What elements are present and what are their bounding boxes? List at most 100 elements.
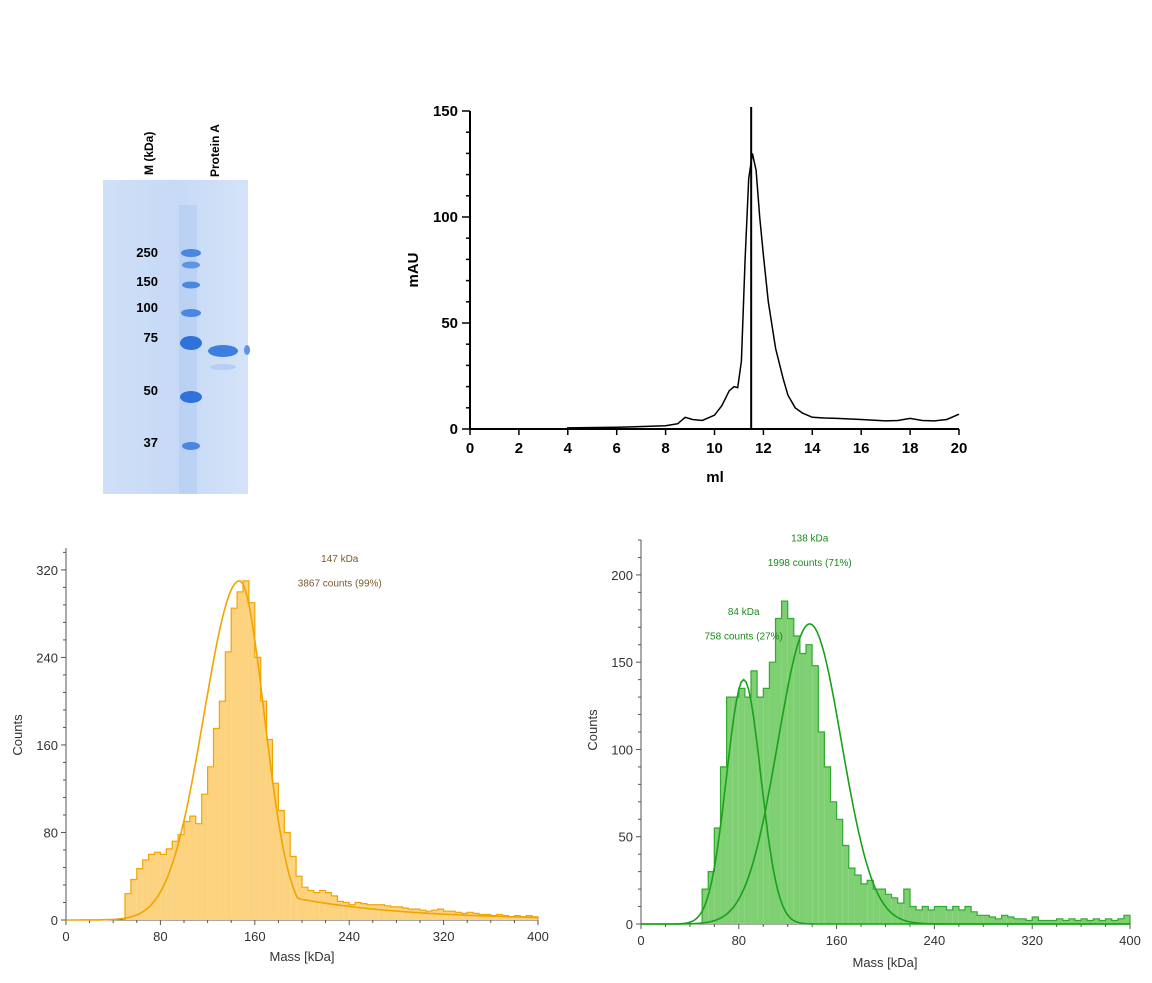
mp2-histogram-bar bbox=[799, 653, 807, 924]
mp2-histogram-bar bbox=[793, 636, 800, 924]
mp2-x-tick-label: 80 bbox=[732, 933, 746, 948]
mp2-histogram-bar bbox=[1105, 918, 1112, 924]
mp2-histogram-outline bbox=[701, 600, 1131, 925]
sec-chromatogram: 0 50 100 150 0 2 4 6 8 10 12 14 16 18 20 ml mAU bbox=[390, 95, 990, 495]
mp2-marks: 0 50 100 150 200 0 80 160 240 320 400 84 kDa 758 cou… bbox=[611, 534, 1141, 948]
protein-a-faint-band bbox=[210, 364, 236, 370]
sec-x-tick-label: 16 bbox=[853, 440, 870, 457]
mp1-histogram-bar bbox=[154, 852, 161, 920]
mp1-histogram-bar bbox=[390, 906, 397, 920]
mp2-histogram-bar bbox=[873, 889, 880, 924]
mp1-histogram-bar bbox=[532, 916, 538, 920]
mp1-histogram-bar bbox=[366, 904, 373, 920]
mass-photometry-histogram-2: 0 50 100 150 200 0 80 160 240 320 400 84 kDa 758 cou… bbox=[575, 530, 1152, 975]
mp1-histogram-bar bbox=[178, 834, 184, 920]
lane-header-protein-a: Protein A bbox=[208, 124, 222, 177]
mp2-histogram-bar bbox=[977, 915, 984, 924]
mp1-histogram-bar bbox=[213, 728, 220, 920]
mp1-histogram-bar bbox=[278, 810, 285, 920]
mp2-histogram-bar bbox=[916, 910, 923, 924]
mp1-histogram-bar bbox=[166, 848, 173, 920]
mp2-y-tick-label: 0 bbox=[626, 917, 633, 932]
mp2-histogram-bar bbox=[867, 880, 874, 924]
marker-label-75: 75 bbox=[144, 330, 158, 345]
mp1-x-axis-label: Mass [kDa] bbox=[269, 949, 334, 964]
mp2-histogram-bar bbox=[1068, 918, 1075, 924]
sec-x-tick-label: 4 bbox=[564, 440, 573, 457]
marker-label-50: 50 bbox=[144, 383, 158, 398]
mp2-histogram-bar bbox=[1019, 918, 1027, 924]
mp1-annotation: 147 kDa bbox=[321, 554, 359, 565]
mp1-histogram-bar bbox=[343, 902, 350, 920]
mp2-histogram-bar bbox=[1093, 918, 1100, 924]
sec-x-tick-label: 18 bbox=[902, 440, 919, 457]
mp2-histogram-bar bbox=[1044, 920, 1051, 924]
mp2-histogram-bar bbox=[1081, 918, 1088, 924]
mp2-histogram-bar bbox=[946, 910, 953, 924]
mp1-x-tick-label: 0 bbox=[62, 929, 69, 944]
mp1-histogram-bar bbox=[425, 911, 432, 920]
mp1-x-tick-label: 160 bbox=[244, 929, 266, 944]
mp2-histogram-bar bbox=[812, 665, 819, 924]
mp1-histogram-bar bbox=[443, 911, 450, 920]
mp2-histogram-bar bbox=[934, 906, 941, 924]
sec-trace-line bbox=[470, 153, 960, 430]
mp2-histogram-bar bbox=[1001, 915, 1008, 924]
mp1-histogram-bar bbox=[207, 766, 214, 920]
mp1-histogram-bar bbox=[302, 887, 308, 920]
marker-band-150 bbox=[182, 281, 200, 289]
mp2-histogram-bar bbox=[891, 897, 898, 924]
sec-x-tick-label: 8 bbox=[661, 440, 669, 457]
mp1-x-tick-label: 320 bbox=[433, 929, 455, 944]
mp1-histogram-bar bbox=[243, 580, 249, 920]
mp2-histogram-bar bbox=[738, 688, 745, 924]
sec-y-tick-label: 100 bbox=[433, 209, 458, 226]
mp2-histogram-bar bbox=[757, 697, 764, 924]
mp2-histogram-bar bbox=[806, 644, 813, 924]
mp1-histogram-bar bbox=[225, 651, 232, 920]
mp1-histogram-bar bbox=[254, 657, 261, 920]
mp2-histogram-bar bbox=[781, 601, 788, 924]
marker-label-37: 37 bbox=[144, 435, 158, 450]
sds-page-gel: M (kDa) Protein A 250 150 100 75 50 37 bbox=[95, 105, 265, 500]
sec-x-tick-label: 6 bbox=[613, 440, 621, 457]
sec-y-axis-label: mAU bbox=[405, 252, 422, 287]
sec-x-tick-label: 10 bbox=[706, 440, 723, 457]
mp1-histogram-bar bbox=[349, 904, 356, 920]
mp2-histogram-bar bbox=[1123, 915, 1130, 924]
sec-y-tick-label: 50 bbox=[441, 315, 458, 332]
mp1-histogram-bar bbox=[195, 823, 202, 920]
mp2-histogram-bar bbox=[824, 766, 831, 924]
gel-svg: M (kDa) Protein A 250 150 100 75 50 37 bbox=[103, 124, 250, 494]
mp2-histogram-bar bbox=[1032, 917, 1039, 924]
edge-band bbox=[244, 345, 250, 355]
mp2-histogram-bar bbox=[751, 670, 758, 924]
marker-bands bbox=[180, 249, 202, 450]
mp2-histogram-bar bbox=[989, 917, 996, 924]
mp2-histogram-bar bbox=[787, 618, 794, 924]
mp2-histogram-bar bbox=[714, 828, 721, 924]
mp2-histogram-bar bbox=[995, 918, 1002, 924]
sec-x-tick-label: 12 bbox=[755, 440, 772, 457]
mp1-histogram-bar bbox=[355, 902, 361, 920]
marker-band-50 bbox=[180, 391, 202, 403]
marker-band-37 bbox=[182, 442, 200, 450]
mp1-histogram-bar bbox=[219, 701, 226, 920]
mp2-histogram-bar bbox=[1111, 920, 1118, 924]
mp1-histogram-bar bbox=[201, 794, 208, 920]
mp1-histogram-bar bbox=[266, 739, 273, 920]
mp2-y-tick-label: 100 bbox=[611, 742, 633, 757]
mp2-histogram-bar bbox=[983, 915, 990, 924]
sec-x-tick-label: 14 bbox=[804, 440, 821, 457]
mp2-y-tick-label: 150 bbox=[611, 655, 633, 670]
protein-a-band bbox=[208, 345, 238, 357]
mp1-histogram-bar bbox=[337, 901, 344, 920]
mp2-y-axis-label: Counts bbox=[585, 709, 600, 751]
mp1-chart-svg: 0 80 160 240 320 0 80 160 240 320 400 147 kDa 3867 c… bbox=[10, 548, 549, 964]
mp2-histogram-bar bbox=[879, 889, 886, 924]
mp1-histogram-bar bbox=[484, 914, 491, 920]
mp1-histogram-bar bbox=[248, 602, 255, 920]
mp2-annotation: 1998 counts (71%) bbox=[768, 558, 852, 569]
mp1-histogram-bar bbox=[184, 821, 190, 920]
marker-band-100 bbox=[181, 309, 201, 317]
